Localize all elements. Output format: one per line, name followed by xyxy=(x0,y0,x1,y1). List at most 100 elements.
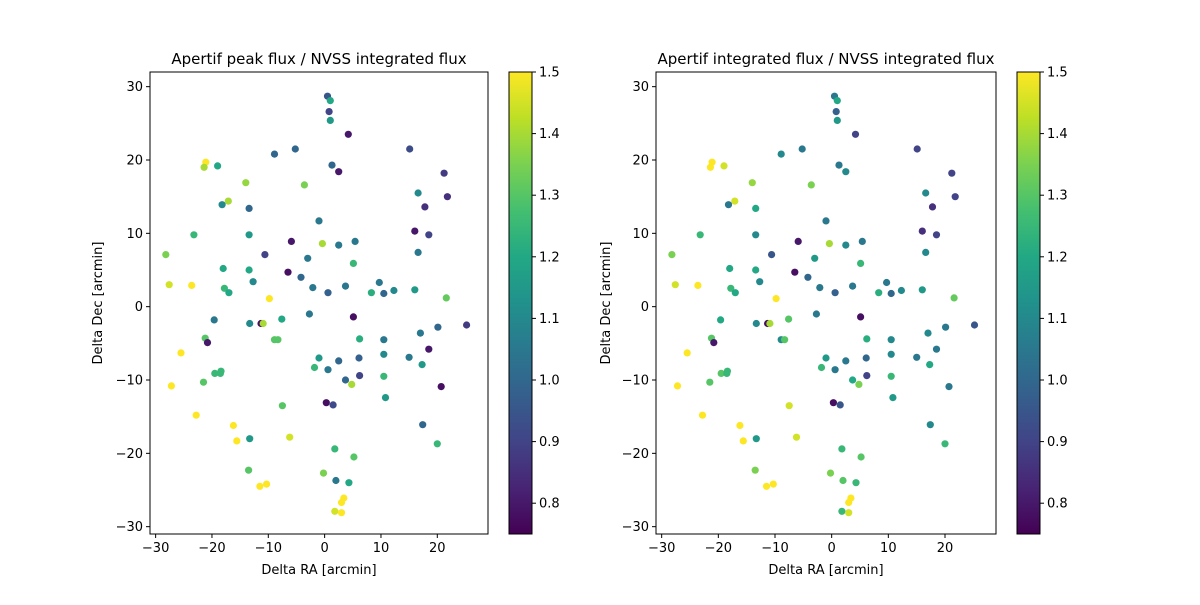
scatter-point xyxy=(822,354,830,362)
scatter-point xyxy=(748,179,756,187)
scatter-point xyxy=(224,197,232,205)
scatter-point xyxy=(165,281,173,289)
scatter-point xyxy=(875,289,883,297)
scatter-point xyxy=(913,145,921,153)
x-tick-label: −30 xyxy=(142,541,169,556)
scatter-point xyxy=(845,498,853,507)
colorbar xyxy=(508,71,533,535)
scatter-point xyxy=(832,108,840,116)
scatter-point xyxy=(318,240,326,248)
scatter-point xyxy=(349,259,357,267)
scatter-point xyxy=(836,401,844,409)
scatter-point xyxy=(826,469,835,477)
scatter-point xyxy=(694,281,702,289)
scatter-point xyxy=(218,201,226,209)
scatter-point xyxy=(381,394,390,402)
scatter-point xyxy=(380,336,388,344)
colorbar-tick-label: 1.0 xyxy=(539,374,560,389)
scatter-point xyxy=(349,313,357,321)
scatter-point xyxy=(332,476,340,485)
x-axis-label: Delta RA [arcmin] xyxy=(261,563,376,578)
scatter-point xyxy=(804,273,812,281)
scatter-point xyxy=(177,349,185,357)
x-tick-label: −20 xyxy=(705,541,732,556)
scatter-point xyxy=(329,401,337,409)
scatter-point xyxy=(419,421,427,429)
scatter-point xyxy=(261,251,269,259)
scatter-point xyxy=(337,509,346,517)
scatter-point xyxy=(233,437,241,445)
scatter-point xyxy=(324,366,332,374)
scatter-point xyxy=(838,445,846,453)
scatter-point xyxy=(418,361,426,369)
scatter-point xyxy=(325,108,333,116)
scatter-point xyxy=(356,335,364,343)
scatter-point xyxy=(751,466,759,474)
scatter-point xyxy=(242,179,250,187)
scatter-point xyxy=(259,319,267,328)
scatter-point xyxy=(970,321,979,329)
scatter-point xyxy=(305,310,313,318)
scatter-point xyxy=(736,421,744,430)
scatter-point xyxy=(249,278,257,286)
scatter-point xyxy=(192,411,200,419)
scatter-point xyxy=(863,335,871,343)
scatter-point xyxy=(727,284,735,292)
scatter-point xyxy=(217,367,225,375)
scatter-point xyxy=(405,353,413,361)
y-tick-label: 10 xyxy=(126,227,143,242)
scatter-point xyxy=(245,266,253,274)
colorbar-tick-label: 1.2 xyxy=(1047,250,1068,265)
scatter-point xyxy=(351,237,359,245)
y-tick-label: −10 xyxy=(116,374,143,389)
x-tick-label: −10 xyxy=(255,541,282,556)
scatter-point xyxy=(833,97,841,105)
scatter-point xyxy=(162,251,170,259)
scatter-point xyxy=(769,480,777,488)
scatter-point xyxy=(858,237,866,245)
scatter-point xyxy=(922,189,930,197)
colorbar-tick-label: 1.1 xyxy=(539,312,560,327)
scatter-point xyxy=(324,289,332,297)
scatter-point xyxy=(328,161,336,169)
scatter-point xyxy=(726,264,734,273)
scatter-point xyxy=(380,372,388,380)
scatter-point xyxy=(319,469,328,477)
scatter-points xyxy=(668,92,979,517)
scatter-point xyxy=(220,284,228,292)
y-axis-label: Delta Dec [arcmin] xyxy=(599,242,614,365)
scatter-point xyxy=(792,433,801,441)
scatter-point xyxy=(822,217,830,225)
scatter-point xyxy=(284,268,292,276)
scatter-point xyxy=(278,315,286,323)
scatter-point xyxy=(752,204,760,212)
scatter-point xyxy=(857,453,865,461)
scatter-point xyxy=(812,310,821,318)
plot-frame xyxy=(655,71,997,535)
colorbar-tick-label: 0.9 xyxy=(1047,435,1068,450)
y-tick-label: 0 xyxy=(641,300,649,315)
colorbar-tick-label: 1.1 xyxy=(1047,312,1068,327)
scatter-point xyxy=(442,294,450,302)
scatter-point xyxy=(855,380,863,388)
scatter-point xyxy=(375,278,383,287)
chart-title: Apertif integrated flux / NVSS integrate… xyxy=(658,50,995,68)
scatter-point xyxy=(344,130,352,138)
colorbar-tick-label: 1.4 xyxy=(539,127,560,142)
scatter-point xyxy=(807,181,815,189)
scatter-point xyxy=(367,289,375,297)
scatter-point xyxy=(798,145,806,153)
scatter-point xyxy=(309,284,317,292)
scatter-point xyxy=(768,251,776,259)
scatter-point xyxy=(924,329,932,337)
scatter-point xyxy=(951,193,959,201)
x-tick-label: −10 xyxy=(761,541,788,556)
scatter-point xyxy=(245,466,253,474)
scatter-point xyxy=(335,241,343,249)
scatter-point xyxy=(794,237,802,245)
scatter-point xyxy=(698,411,707,419)
scatter-point xyxy=(857,259,865,267)
scatter-point xyxy=(390,286,398,295)
scatter-point xyxy=(752,319,760,328)
